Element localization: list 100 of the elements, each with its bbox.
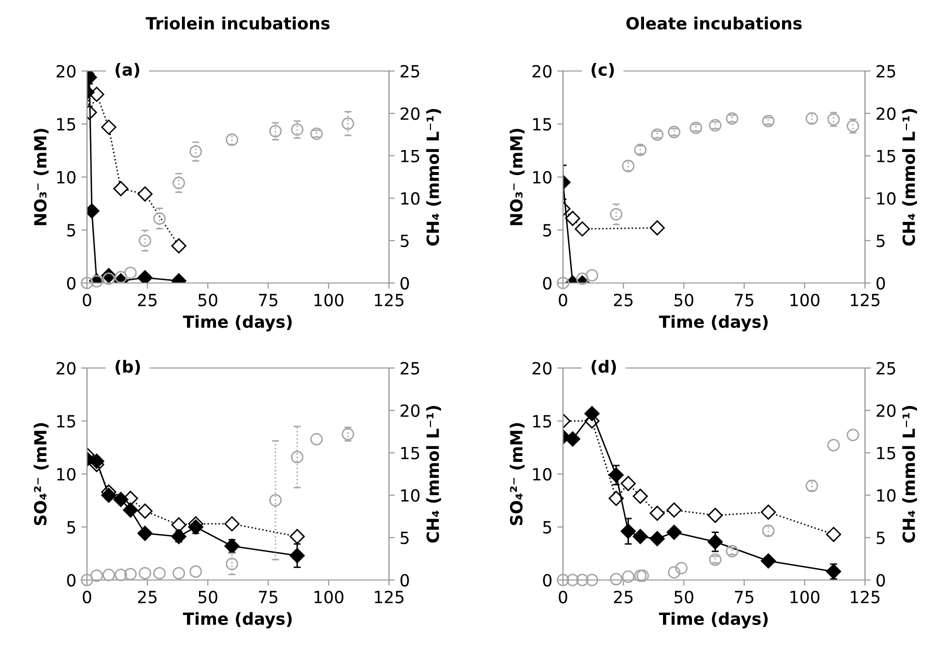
y-tick-label: 10	[533, 170, 552, 184]
y-axis-title: NO₃⁻ (mM)	[34, 128, 49, 226]
point	[189, 145, 202, 158]
x-axis-title: Time (days)	[658, 315, 768, 332]
point	[608, 490, 624, 506]
y2-tick-label: 20	[876, 404, 896, 417]
point	[172, 566, 186, 580]
point	[576, 272, 589, 286]
y2-axis-title: CH₄ (mmol L⁻¹)	[902, 406, 918, 543]
point	[556, 574, 570, 586]
point	[622, 570, 634, 583]
y2-tick-label: 5	[400, 234, 409, 248]
y2-tick-label: 5	[876, 234, 885, 248]
y-axis-title: SO₄²⁻ (mM)	[34, 423, 49, 526]
y2-tick-label: 0	[876, 574, 885, 587]
point	[708, 534, 723, 550]
y-tick-label: 5	[543, 521, 552, 534]
point	[634, 144, 647, 156]
x-tick-label: 125	[374, 294, 404, 306]
x-tick-label: 25	[614, 294, 633, 306]
y2-tick-label: 10	[401, 192, 420, 205]
x-tick-label: 75	[258, 294, 278, 306]
point	[290, 528, 305, 544]
y-tick-label: 0	[67, 574, 76, 587]
point	[290, 548, 305, 564]
y2-tick-label: 0	[400, 574, 409, 587]
point	[137, 526, 153, 541]
x-tick-label: 50	[198, 590, 218, 604]
point	[708, 508, 723, 523]
x-tick-label: 25	[614, 590, 633, 604]
y2-tick-label: 25	[400, 362, 420, 375]
point	[290, 450, 304, 464]
point	[690, 122, 702, 134]
y-tick-label: 10	[533, 468, 552, 481]
point	[113, 181, 128, 196]
point	[666, 502, 682, 518]
x-axis-title: Time (days)	[658, 612, 768, 628]
point	[101, 120, 116, 135]
x-tick-label: 75	[734, 590, 754, 604]
point	[650, 128, 664, 141]
point	[584, 406, 600, 422]
point	[137, 504, 153, 519]
annotation: (b)	[116, 360, 140, 375]
point	[620, 476, 636, 492]
point	[90, 570, 103, 582]
point	[760, 553, 776, 568]
point	[708, 553, 722, 566]
point	[310, 128, 323, 140]
point	[632, 528, 648, 544]
annotation: (c)	[592, 62, 614, 78]
x-tick-label: 100	[314, 294, 344, 306]
point	[114, 270, 128, 284]
point	[113, 492, 128, 508]
point	[102, 272, 115, 286]
point	[138, 566, 152, 580]
x-axis-title: Time (days)	[182, 315, 292, 332]
y2-tick-label: 10	[877, 489, 896, 502]
y2-axis-title: CH₄ (mmol L⁻¹)	[426, 108, 442, 246]
y2-tick-label: 25	[400, 64, 420, 78]
point	[189, 565, 202, 578]
point	[114, 568, 128, 582]
annotation: (d)	[592, 360, 616, 375]
y2-tick-label: 25	[876, 362, 896, 375]
y2-tick-label: 20	[400, 404, 420, 417]
chart-title: Oleate incubations	[626, 16, 802, 30]
point	[269, 494, 282, 507]
y2-tick-label: 15	[877, 446, 896, 460]
x-tick-label: 25	[138, 294, 157, 306]
point	[650, 531, 665, 546]
point	[269, 124, 282, 138]
point	[138, 234, 152, 247]
point	[668, 566, 680, 579]
point	[224, 516, 240, 532]
x-tick-label: 100	[790, 590, 820, 604]
point	[760, 504, 776, 520]
y-tick-label: 15	[57, 415, 76, 428]
point	[586, 574, 598, 586]
point	[556, 276, 570, 290]
y-tick-label: 5	[67, 224, 76, 237]
y-tick-label: 20	[56, 64, 76, 78]
y2-tick-label: 20	[400, 107, 420, 120]
point	[153, 212, 166, 225]
y2-tick-label: 15	[401, 446, 420, 460]
y2-tick-label: 15	[401, 150, 420, 162]
y-tick-label: 15	[57, 118, 76, 131]
point	[565, 431, 580, 447]
point	[172, 176, 186, 190]
y2-tick-label: 20	[876, 107, 896, 120]
y-axis-title: NO₃⁻ (mM)	[510, 128, 525, 226]
point	[124, 568, 137, 580]
y-tick-label: 0	[67, 276, 76, 290]
point	[188, 519, 204, 535]
y2-tick-label: 25	[876, 64, 896, 78]
point	[632, 488, 648, 504]
point	[666, 524, 682, 540]
y-tick-label: 5	[543, 224, 552, 237]
point	[310, 432, 323, 446]
y-tick-label: 15	[533, 415, 552, 428]
point	[586, 269, 598, 282]
y-tick-label: 10	[57, 170, 76, 184]
